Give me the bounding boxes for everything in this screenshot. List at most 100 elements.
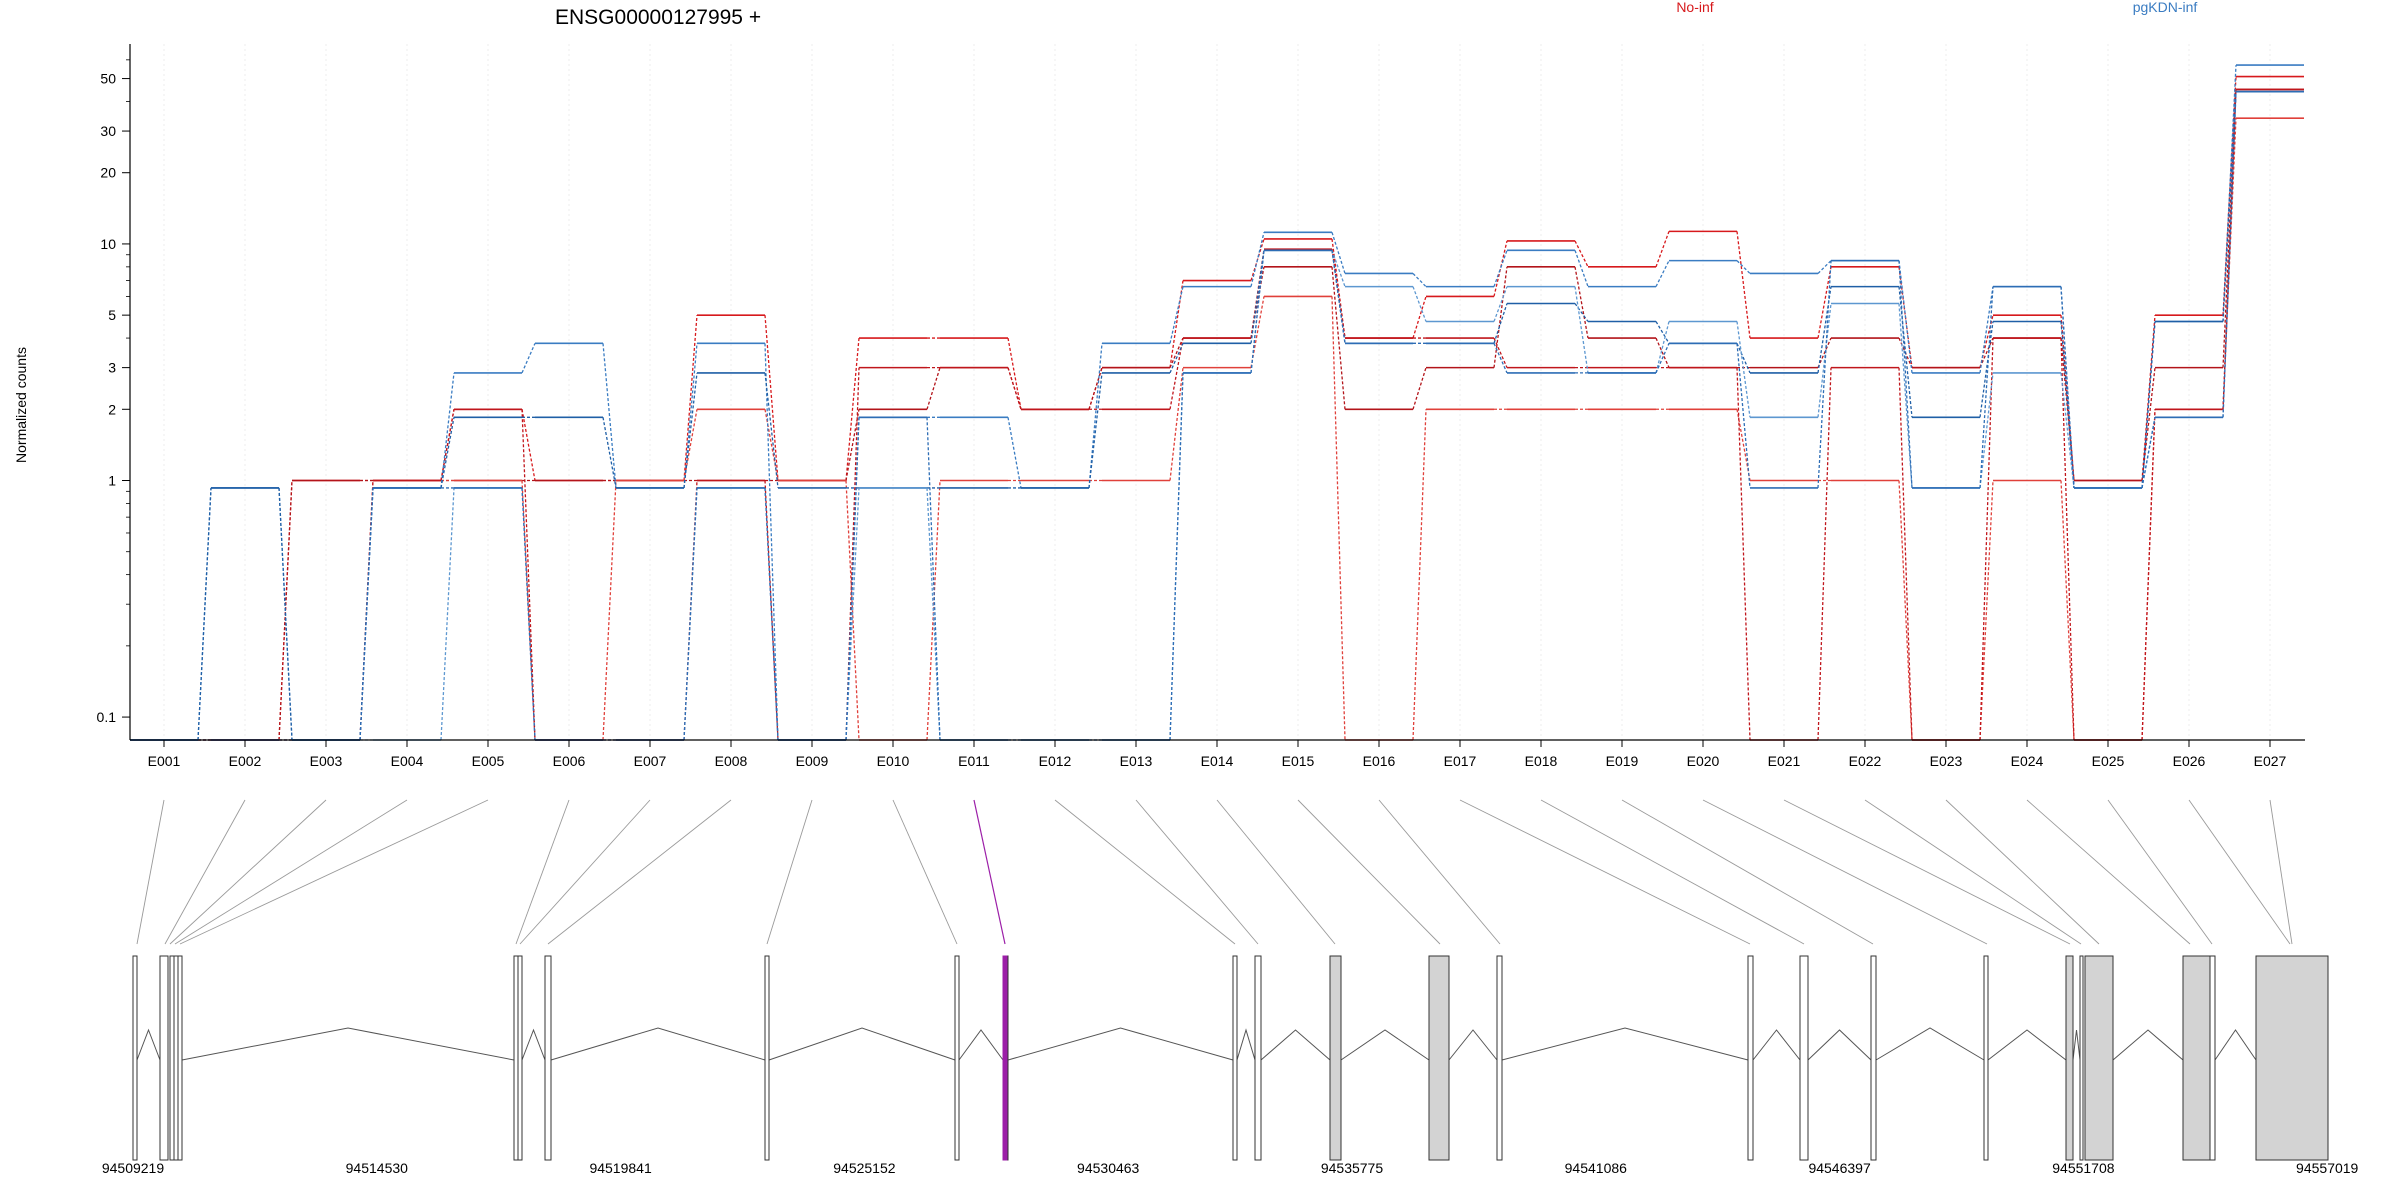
series-line [1412,286,1427,322]
series-line [1817,303,1832,418]
exon-connector [973,799,1006,945]
series-line [1331,232,1346,274]
plot-axes: 0.1 1 2 3 5 10 20 30 50 E001 E002 E003 E004 E005 E006 E… [97,44,2305,769]
series-line [521,487,536,741]
series-line [1331,250,1346,287]
series-line [1331,296,1346,741]
gene-model [132,955,2329,1161]
intron-line [1448,1029,1498,1061]
coordinate-label: 94519841 [589,1160,652,1176]
intron-line [136,1028,161,1061]
series-line [845,417,860,741]
intron-line [2072,1029,2081,1061]
series-line [764,315,779,481]
y-tick-label: 0.1 [97,709,117,725]
exon-connector [1378,799,1501,945]
series-line [2060,338,2075,481]
series-line [1979,286,1994,373]
exon-connector [892,799,958,945]
x-tick-label: E021 [1768,753,1801,769]
genomic-coordinates: 94509219 94514530 94519841 94525152 94530463… [102,1160,2359,1176]
series-line [764,487,779,741]
series-line [1169,343,1184,374]
series-line [521,409,536,741]
series-line [1007,337,1022,410]
series-line [521,343,536,374]
exon-connector [136,799,165,945]
intron-line [521,1028,546,1061]
exon-connector [1864,799,2082,945]
x-tick-label: E005 [472,753,505,769]
exon-connector [1459,799,1751,945]
y-axis-label: Normalized counts [13,347,29,463]
exon-connector [2188,799,2291,945]
y-tick-label: 1 [108,473,116,489]
series-line [1412,367,1427,410]
series-line [683,409,698,481]
exon-box [169,955,175,1161]
x-tick-label: E020 [1687,753,1720,769]
intron-line [1875,1027,1985,1061]
series-line [1979,372,1994,489]
series-line [1898,303,1913,489]
exon-box [517,955,523,1161]
series-line [1817,260,1832,274]
x-tick-label: E002 [229,753,262,769]
legend-label: pgKDN-inf [2133,0,2198,15]
exon-connector [1702,799,1988,945]
exon-box [764,955,770,1161]
y-tick-label: 20 [100,165,116,181]
exon-connector [2026,799,2191,945]
series-line [764,343,779,741]
series-line [1493,250,1508,287]
series-line [2060,480,2075,741]
series-line [1412,273,1427,288]
series-line [1169,337,1184,410]
series-line [1898,367,1913,741]
exon-box [1428,955,1450,1161]
series-line [1493,337,1508,368]
exon-connector [1783,799,2071,945]
series-line [2222,89,2237,410]
coordinate-label: 94535775 [1321,1160,1384,1176]
x-tick-label: E024 [2011,753,2044,769]
series-line [1088,367,1103,410]
exon-box [954,955,960,1161]
series-line [2060,338,2075,741]
x-tick-label: E006 [553,753,586,769]
coordinate-label: 94551708 [2052,1160,2115,1176]
series-line [1088,343,1103,489]
coordinate-label: 94557019 [2296,1160,2359,1176]
intron-line [1807,1029,1872,1061]
exon-box [1747,955,1754,1161]
series-line [683,315,698,481]
x-tick-label: E011 [958,753,990,769]
series-line [1655,343,1670,374]
x-tick-label: E003 [310,753,343,769]
series-line [1412,296,1427,339]
series-line [278,480,293,741]
series-line [1817,266,1832,339]
exon-box [2079,955,2084,1161]
series-line [1979,338,1994,741]
exon-connector [1135,799,1259,945]
exon-box [173,955,179,1161]
x-tick-label: E009 [796,753,829,769]
exon-box [1329,955,1342,1161]
x-tick-label: E004 [391,753,424,769]
exon-box [1232,955,1238,1161]
intron-line [768,1027,956,1061]
series-line [1250,250,1265,344]
exon-box [1870,955,1877,1161]
series-line [1493,240,1508,297]
coordinate-label: 94525152 [833,1160,896,1176]
y-tick-label: 3 [108,360,116,376]
intron-line [1260,1029,1331,1061]
exon-box [132,955,138,1161]
series-line [1655,337,1670,368]
series-line [1574,303,1589,322]
exon-connector [547,799,732,945]
exon-connector [519,799,651,945]
intron-line [550,1027,766,1061]
